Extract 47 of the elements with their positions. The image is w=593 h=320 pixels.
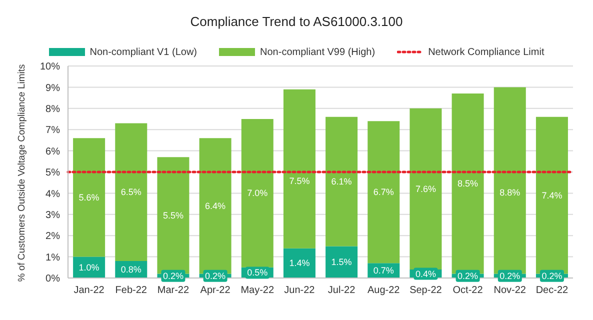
legend-label: Network Compliance Limit (428, 46, 544, 58)
y-axis-title: % of Customers Outside Voltage Compliance Limits (16, 64, 28, 282)
data-label: 6.7% (373, 187, 394, 198)
y-tick-label: 4% (46, 188, 60, 200)
data-label: 0.7% (373, 266, 394, 276)
data-label: 5.6% (78, 192, 100, 202)
x-tick-label: Aug-22 (368, 285, 400, 296)
x-tick-label: Feb-22 (115, 285, 148, 296)
data-label: 6.5% (120, 187, 142, 198)
data-label: 1.5% (331, 257, 352, 268)
y-tick-label: 3% (46, 210, 60, 221)
y-tick-label: 10% (40, 62, 60, 73)
chart-title: Compliance Trend to AS61000.3.100 (189, 14, 404, 31)
data-label: 8.5% (458, 178, 478, 189)
data-label: 1.4% (289, 258, 310, 268)
data-label: 0.8% (120, 264, 142, 275)
data-label: 0.4% (415, 268, 436, 279)
x-tick-label: Mar-22 (157, 285, 190, 296)
data-label: 6.4% (205, 200, 226, 211)
y-tick-label: 9% (46, 82, 60, 94)
data-label: 1.0% (78, 262, 100, 272)
data-label: 6.1% (331, 176, 352, 187)
data-label: 0.5% (247, 268, 268, 278)
data-label: 7.4% (542, 190, 562, 200)
y-tick-label: 7% (46, 125, 60, 136)
x-tick-label: Nov-22 (494, 285, 526, 296)
data-label: 7.5% (289, 176, 310, 186)
y-tick-label: 0% (46, 274, 60, 285)
x-tick-label: Jul-22 (328, 285, 356, 296)
y-tick-label: 1% (46, 252, 60, 264)
y-tick-label: 6% (46, 146, 60, 158)
x-tick-label: Oct-22 (452, 285, 484, 296)
legend-label: Non-compliant V99 (High) (260, 46, 376, 58)
x-tick-label: Jan-22 (74, 285, 105, 296)
y-tick-label: 2% (46, 231, 60, 242)
x-tick-label: Apr-22 (200, 285, 231, 296)
y-tick-label: 8% (46, 104, 60, 115)
x-tick-label: Dec-22 (536, 285, 569, 296)
x-tick-label: May-22 (240, 285, 274, 296)
y-tick-label: 5% (46, 168, 60, 179)
data-label: 8.8% (500, 187, 520, 198)
x-tick-label: Jun-22 (284, 285, 316, 296)
data-label: 7.6% (415, 184, 436, 194)
x-tick-label: Sep-22 (410, 285, 442, 296)
data-label: 5.5% (162, 210, 184, 220)
legend-label: Non-compliant V1 (Low) (90, 46, 198, 58)
data-label: 7.0% (247, 188, 268, 198)
